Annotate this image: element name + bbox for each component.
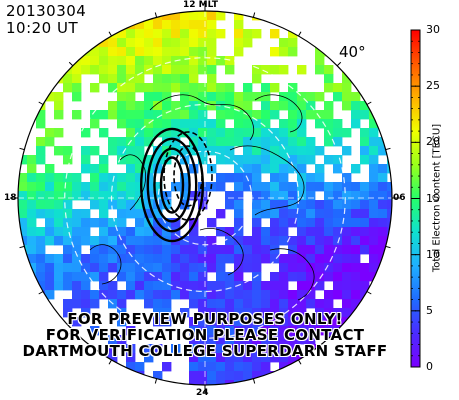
- lowest-latitude-label: 40°: [339, 43, 366, 61]
- boundary-ticks: [10, 3, 400, 393]
- colorbar-ticks: [411, 29, 420, 368]
- disclaimer-line-1: FOR PREVIEW PURPOSES ONLY!: [67, 310, 343, 328]
- time-label: 10:20 UT: [6, 19, 79, 37]
- colorbar-tick-label: 10: [426, 247, 440, 261]
- map-overlay: [18, 11, 392, 385]
- colorbar-tick-label: 30: [426, 23, 440, 36]
- mlt-label-dawn: 06: [393, 193, 406, 203]
- disclaimer-line-3: DARTMOUTH COLLEGE SUPERDARN STAFF: [22, 342, 388, 360]
- mlt-label-dusk: 18: [4, 193, 17, 203]
- mlt-label-midnight: 24: [196, 388, 209, 398]
- colorbar-tick-label: 20: [426, 135, 440, 149]
- date-label: 20130304: [6, 2, 87, 20]
- mlt-label-noon: 12 MLT: [183, 0, 218, 10]
- colorbar-tick-label: 0: [426, 360, 433, 373]
- colorbar-tick-label: 25: [426, 79, 440, 93]
- colorbar-tick-label: 5: [426, 303, 433, 317]
- disclaimer-line-2: FOR VERIFICATION PLEASE CONTACT: [45, 326, 365, 344]
- colorbar-tick-label: 15: [426, 191, 440, 205]
